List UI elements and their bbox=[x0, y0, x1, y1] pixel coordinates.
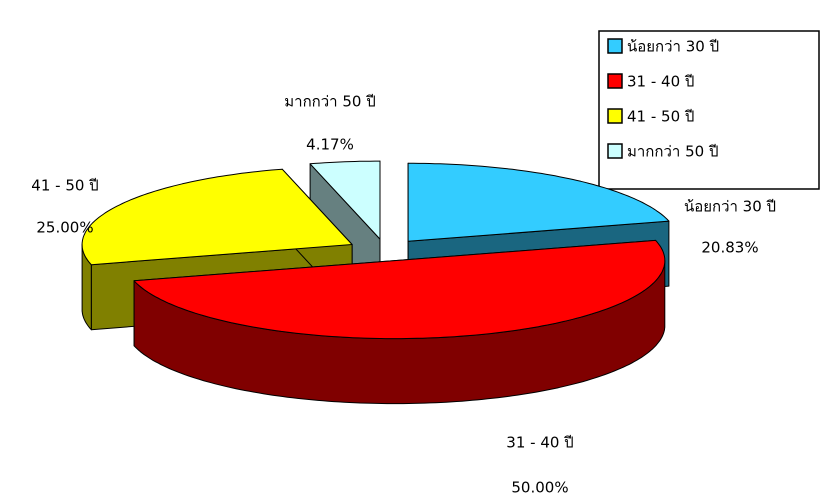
legend-swatch bbox=[607, 143, 623, 159]
legend-box bbox=[598, 30, 820, 190]
slice bbox=[407, 162, 670, 242]
legend-label: น้อยกว่า 30 ปี bbox=[627, 38, 719, 56]
slice bbox=[309, 160, 381, 240]
legend-label: 41 - 50 ปี bbox=[627, 108, 694, 126]
legend-swatch bbox=[607, 108, 623, 124]
data-label-name: น้อยกว่า 30 ปี bbox=[684, 198, 776, 216]
legend-label: 31 - 40 ปี bbox=[627, 73, 694, 91]
legend-swatch bbox=[607, 73, 623, 89]
data-label: 25.00% bbox=[36, 219, 93, 237]
data-label: 50.00% bbox=[511, 479, 568, 497]
data-label: 4.17% bbox=[306, 136, 354, 154]
slice bbox=[133, 239, 666, 340]
data-label-name: 41 - 50 ปี bbox=[31, 177, 98, 195]
legend-label: มากกว่า 50 ปี bbox=[627, 143, 718, 161]
slice bbox=[81, 168, 353, 266]
data-label-name: 31 - 40 ปี bbox=[506, 434, 573, 452]
legend-swatch bbox=[607, 38, 623, 54]
data-label: 20.83% bbox=[701, 239, 758, 257]
data-label-name: มากกว่า 50 ปี bbox=[284, 93, 375, 111]
